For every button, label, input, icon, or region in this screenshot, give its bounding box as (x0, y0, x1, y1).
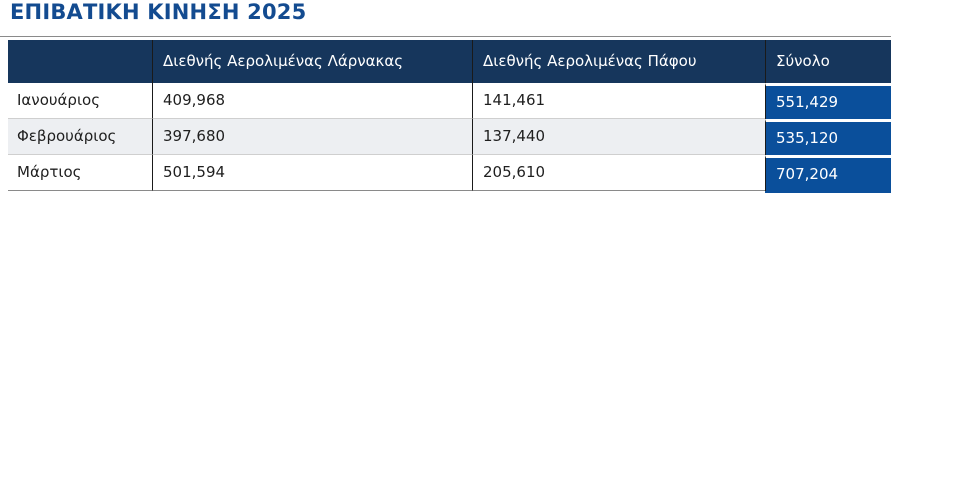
header-cell-months (8, 40, 152, 83)
month-cell: Ιανουάριος (8, 83, 152, 119)
paphos-value-cell: 141,461 (472, 83, 765, 119)
larnaca-value-cell: 397,680 (152, 119, 472, 155)
total-value-cell: 707,204 (765, 155, 891, 191)
month-cell: Φεβρουάριος (8, 119, 152, 155)
paphos-value-cell: 205,610 (472, 155, 765, 191)
page-title: ΕΠΙΒΑΤΙΚΗ ΚΙΝΗΣΗ 2025 (10, 0, 307, 24)
larnaca-value-cell: 409,968 (152, 83, 472, 119)
header-cell-paphos: Διεθνής Αερολιμένας Πάφου (472, 40, 765, 83)
total-value-cell: 551,429 (765, 83, 891, 119)
passenger-traffic-table: Διεθνής Αερολιμένας Λάρνακας Διεθνής Αερ… (8, 40, 891, 191)
month-cell: Μάρτιος (8, 155, 152, 191)
header-cell-total: Σύνολο (765, 40, 891, 83)
paphos-value-cell: 137,440 (472, 119, 765, 155)
divider-line (0, 36, 891, 37)
total-value-cell: 535,120 (765, 119, 891, 155)
header-cell-larnaca: Διεθνής Αερολιμένας Λάρνακας (152, 40, 472, 83)
larnaca-value-cell: 501,594 (152, 155, 472, 191)
